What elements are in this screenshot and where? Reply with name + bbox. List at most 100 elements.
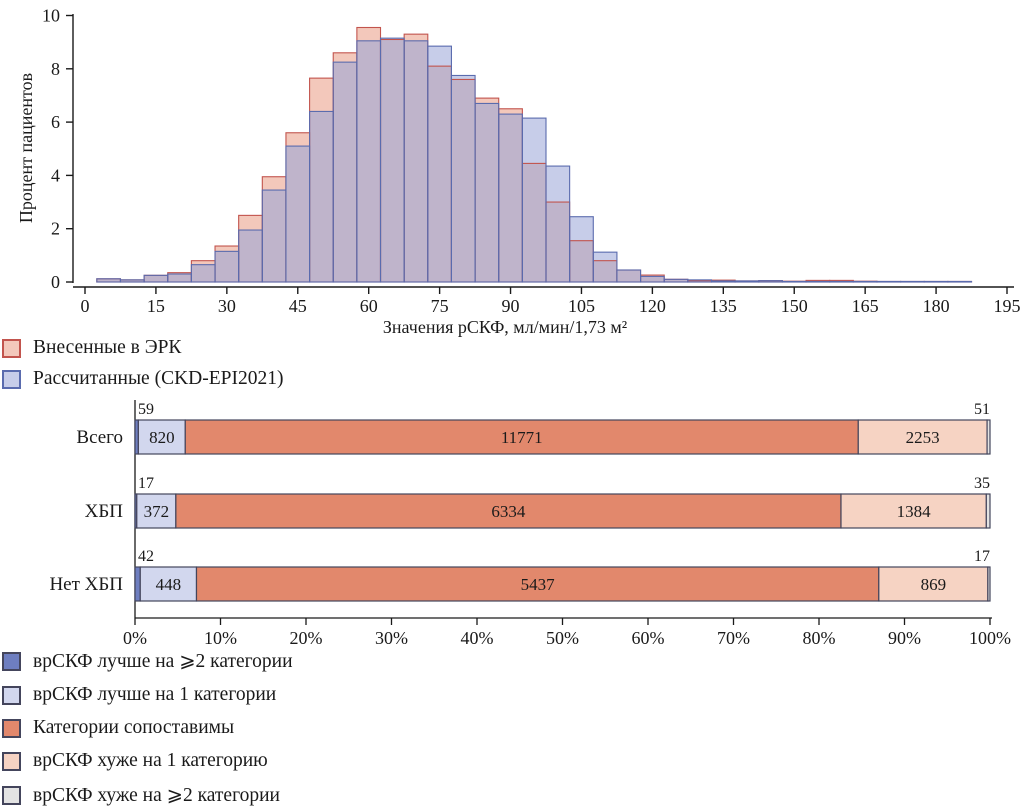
hist-xtick-label: 150	[781, 296, 808, 316]
stacked-xtick-label: 80%	[803, 628, 836, 648]
segment-count-label: 869	[921, 575, 947, 594]
hist-bar-ckdepi	[830, 281, 854, 282]
hist-bar-overlap	[191, 265, 215, 282]
hist-bar-ckdepi	[924, 281, 948, 282]
stacked-xtick-label: 40%	[461, 628, 494, 648]
hist-xtick-label: 90	[502, 296, 520, 316]
hist-bar-overlap	[144, 275, 168, 282]
stacked-xtick-label: 20%	[290, 628, 323, 648]
hist-xtick-label: 135	[710, 296, 737, 316]
stacked-xtick-label: 60%	[632, 628, 665, 648]
hist-legend-item-1: Рассчитанные (CKD-EPI2021)	[2, 368, 283, 390]
hist-ytick-label: 2	[51, 219, 60, 239]
stacked-xtick-label: 90%	[888, 628, 921, 648]
hist-bar-overlap	[475, 103, 499, 282]
stacked-bar-legend: врСКФ лучше на ⩾2 категории врСКФ лучше н…	[2, 649, 293, 807]
segment-count-label: 5437	[521, 575, 556, 594]
left-sliver-count: 42	[138, 548, 154, 565]
hist-ytick-label: 0	[51, 272, 60, 292]
hist-bar-cap	[570, 217, 594, 241]
hist-bar-cap	[191, 261, 215, 265]
hist-ytick-label: 10	[42, 6, 60, 26]
stacked-legend-item-0: врСКФ лучше на ⩾2 категории	[2, 649, 293, 673]
hist-bar-ckdepi	[877, 281, 901, 282]
hist-bar-cap	[475, 98, 499, 103]
legend-label: Категории сопоставимы	[33, 717, 234, 739]
segment-count-label: 820	[149, 428, 175, 447]
segment-count-label: 6334	[491, 502, 526, 521]
legend-label: врСКФ хуже на 1 категорию	[33, 750, 268, 772]
hist-bar-cap	[215, 246, 239, 251]
legend-swatch-icon	[2, 719, 21, 738]
legend-label: врСКФ хуже на ⩾2 категории	[33, 783, 280, 807]
histogram-legend: Внесенные в ЭРК Рассчитанные (CKD-EPI2021…	[2, 337, 283, 390]
legend-swatch-icon	[2, 652, 21, 671]
hist-xtick-label: 195	[994, 296, 1021, 316]
hist-xtick-label: 60	[360, 296, 378, 316]
hist-bar-cap	[310, 78, 334, 111]
hist-bar-cap	[333, 53, 357, 62]
hist-bar-cap	[546, 166, 570, 202]
stacked-xtick-label: 0%	[123, 628, 147, 648]
hist-xtick-label: 165	[852, 296, 879, 316]
legend-swatch-icon	[2, 686, 21, 705]
hist-xtick-label: 45	[289, 296, 307, 316]
hist-bar-cap	[239, 215, 263, 230]
legend-label: Рассчитанные (CKD-EPI2021)	[33, 368, 283, 390]
hist-bar-cap	[286, 133, 310, 146]
stacked-segment	[988, 567, 990, 601]
right-sliver-count: 17	[974, 548, 990, 565]
hist-bar-ckdepi	[782, 281, 806, 282]
hist-bar-ckdepi	[901, 281, 925, 282]
row-label: ХБП	[85, 501, 124, 522]
hist-ytick-label: 4	[51, 165, 60, 185]
hist-bar-overlap	[381, 39, 405, 282]
stacked-xtick-label: 50%	[546, 628, 579, 648]
legend-label: врСКФ лучше на ⩾2 категории	[33, 649, 293, 673]
hist-xtick-label: 180	[923, 296, 950, 316]
hist-bar-overlap	[428, 66, 452, 282]
hist-xtick-label: 0	[81, 296, 90, 316]
hist-bar-overlap	[546, 202, 570, 282]
legend-swatch-icon	[2, 752, 21, 771]
stacked-xtick-label: 10%	[204, 628, 237, 648]
hist-bar-ckdepi	[948, 281, 972, 282]
hist-bar-cap	[499, 109, 523, 114]
legend-swatch-icon	[2, 370, 21, 389]
hist-bar-overlap	[593, 261, 617, 282]
left-sliver-count: 17	[138, 475, 154, 492]
hist-bar-overlap	[617, 270, 641, 282]
legend-swatch-icon	[2, 339, 21, 358]
hist-xtick-label: 75	[431, 296, 449, 316]
hist-xaxis-title: Значения рСКФ, мл/мин/1,73 м²	[383, 317, 627, 337]
hist-bar-ckdepi	[806, 281, 830, 282]
hist-bar-ckdepi	[735, 281, 759, 282]
hist-ytick-label: 8	[51, 59, 60, 79]
right-sliver-count: 51	[974, 401, 990, 418]
stacked-legend-item-2: Категории сопоставимы	[2, 717, 293, 739]
hist-bar-cap	[451, 75, 475, 79]
segment-count-label: 448	[156, 575, 182, 594]
hist-xtick-label: 105	[568, 296, 595, 316]
stacked-xtick-label: 100%	[969, 628, 1011, 648]
stacked-segment	[135, 567, 140, 601]
segment-count-label: 11771	[501, 428, 543, 447]
legend-label: врСКФ лучше на 1 категории	[33, 684, 276, 706]
hist-ytick-label: 6	[51, 112, 60, 132]
stacked-xtick-label: 70%	[717, 628, 750, 648]
left-sliver-count: 59	[138, 401, 154, 418]
hist-bar-overlap	[641, 276, 665, 282]
stacked-legend-item-4: врСКФ хуже на ⩾2 категории	[2, 783, 293, 807]
hist-legend-item-0: Внесенные в ЭРК	[2, 337, 283, 359]
stacked-legend-item-3: врСКФ хуже на 1 категорию	[2, 750, 293, 772]
hist-bar-overlap	[404, 41, 428, 282]
legend-label: Внесенные в ЭРК	[33, 337, 181, 359]
hist-bar-cap	[428, 46, 452, 66]
row-label: Нет ХБП	[49, 574, 123, 595]
hist-bar-overlap	[333, 62, 357, 282]
